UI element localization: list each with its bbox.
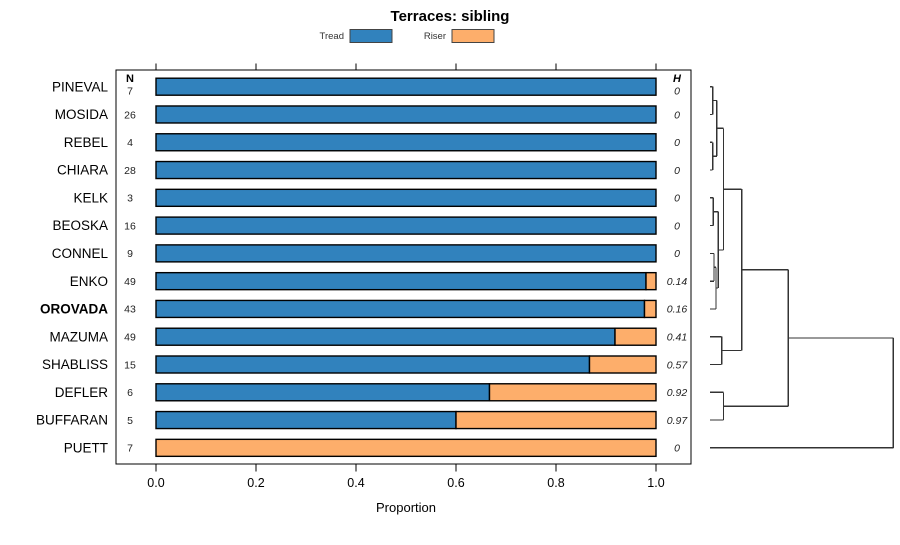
row-label: MAZUMA [50,329,109,344]
bar-segment-tread [155,355,591,374]
row-n-value: 16 [124,220,136,232]
bar-segment-tread [155,160,657,180]
row-n-value: 15 [124,359,136,371]
x-axis-tick-label: 0.2 [247,476,264,490]
row-n-value: 3 [127,193,133,205]
row-n-value: 43 [124,304,136,316]
bar-rows: PINEVAL 7 0 MOSIDA 26 0 REBEL 4 0 CHIARA 28 0 KELK 3 0… [36,77,689,458]
row-n-value: 49 [124,276,136,288]
bar-segment-tread [155,383,491,402]
row-n-value: 4 [127,137,133,149]
bar-segment-tread [155,105,657,124]
row-h-value: 0 [674,220,680,232]
bar-segment-tread [155,410,457,430]
row-n-value: 7 [127,86,133,98]
bar-segment-tread [155,327,616,346]
row-n-value: 49 [124,332,136,344]
row-h-value: 0 [674,165,680,177]
n-column-header: N [126,73,134,85]
bar-segment-tread [155,188,657,208]
legend-swatch-riser [451,29,495,43]
row-label: KELK [73,190,108,205]
row-h-value: 0 [674,137,680,149]
row-label: BEOSKA [52,218,108,233]
row-h-value: 0 [674,248,680,260]
x-axis-tick-label: 0.8 [547,476,564,490]
row-h-value: 0 [674,109,680,121]
plot-box [115,69,692,465]
row-h-value: 0.16 [667,304,688,316]
x-axis-tick-label: 0.4 [347,476,364,490]
chart-title: Terraces: sibling [391,8,510,25]
bar-segment-tread [155,271,647,291]
x-axis-label: Proportion [376,500,436,515]
bar-segment-riser [614,327,657,346]
row-n-value: 7 [127,443,133,455]
row-label: ENKO [70,274,108,289]
bar-segment-tread [155,77,657,96]
x-axis-tick-label: 0.6 [447,476,464,490]
row-n-value: 6 [127,387,133,399]
row-h-value: 0.97 [667,415,689,427]
row-n-value: 26 [124,109,136,121]
row-label: PINEVAL [52,79,109,94]
h-column-header: H [673,73,682,85]
dendrogram [710,86,894,449]
row-label: DEFLER [55,385,109,400]
bar-segment-tread [155,244,657,263]
row-h-value: 0.57 [667,359,689,371]
bar-segment-riser [645,271,657,291]
row-n-value: 9 [127,248,133,260]
row-h-value: 0.14 [667,276,688,288]
row-h-value: 0 [674,443,680,455]
row-label: MOSIDA [55,107,108,122]
legend: Tread Riser [320,29,495,43]
bar-segment-riser [455,410,657,430]
bar-segment-riser [488,383,657,402]
row-label: SHABLISS [42,357,108,372]
row-label: CONNEL [52,246,109,261]
row-n-value: 5 [127,415,133,427]
row-label: CHIARA [57,163,108,178]
row-label: OROVADA [40,302,108,317]
bar-segment-riser [155,438,657,458]
row-h-value: 0 [674,86,680,98]
legend-swatch-tread [349,29,393,43]
bar-segment-tread [155,133,657,152]
row-label: BUFFARAN [36,413,108,428]
bar-segment-tread [155,216,657,235]
row-n-value: 28 [124,165,136,177]
row-h-value: 0.92 [667,387,688,399]
row-label: REBEL [64,135,109,150]
row-label: PUETT [64,440,108,455]
x-axis-tick-label: 0.0 [147,476,164,490]
legend-label-riser: Riser [424,31,446,42]
bar-segment-riser [588,355,657,374]
legend-label-tread: Tread [320,31,344,42]
bar-segment-tread [155,299,646,319]
row-h-value: 0 [674,193,680,205]
x-axis-tick-label: 1.0 [647,476,664,490]
bar-segment-riser [643,299,657,319]
row-h-value: 0.41 [667,332,687,344]
x-axis: 0.0 0.2 0.4 0.6 0.8 1.0 [147,63,665,490]
